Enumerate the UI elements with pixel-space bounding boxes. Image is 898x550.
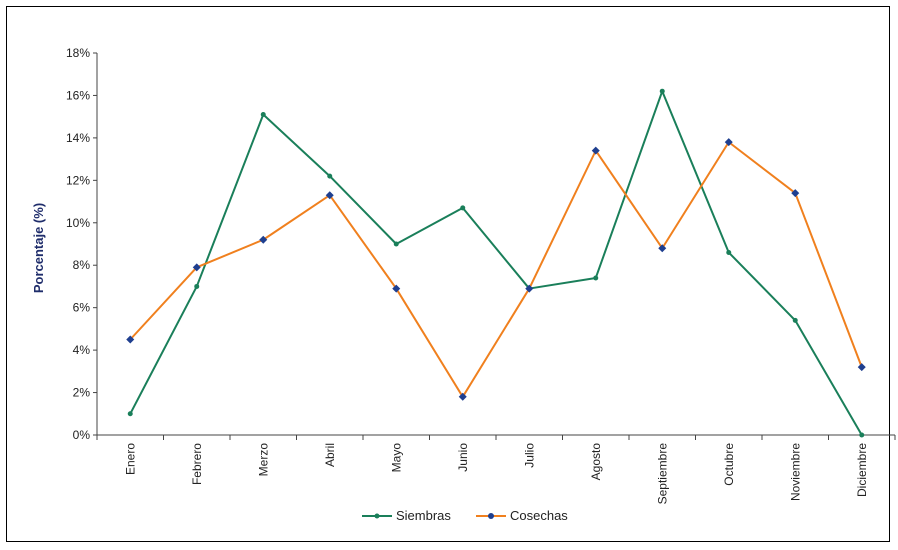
legend: Siembras Cosechas — [362, 508, 568, 523]
legend-cosechas-marker — [488, 513, 494, 519]
y-tick-label: 16% — [66, 88, 90, 102]
y-tick-labels: 0% 2% 4% 6% 8% 10% 12% 14% 16% 18% — [66, 46, 90, 442]
point-cosechas — [192, 263, 201, 272]
x-tick-label: Agosto — [589, 443, 603, 481]
series-line-cosechas — [129, 141, 863, 398]
y-tick-label: 4% — [73, 343, 91, 357]
point-siembras — [460, 205, 466, 211]
y-tick-label: 14% — [66, 131, 90, 145]
point-siembras — [792, 317, 798, 323]
x-tick-label: Febrero — [190, 443, 204, 485]
point-cosechas — [325, 191, 334, 200]
x-tick-label: Merzo — [256, 443, 270, 477]
point-cosechas — [392, 284, 401, 293]
point-siembras — [593, 275, 599, 281]
x-tick-label: Mayo — [389, 443, 403, 473]
x-tick-label: Septiembre — [655, 443, 669, 505]
point-siembras — [127, 411, 133, 417]
point-cosechas — [857, 363, 866, 372]
point-cosechas — [658, 244, 667, 253]
y-tick-label: 10% — [66, 216, 90, 230]
point-siembras — [194, 283, 200, 289]
point-cosechas — [724, 138, 733, 147]
x-tick-label: Junio — [456, 443, 470, 472]
x-tick-label: Octubre — [722, 443, 736, 486]
x-tick-label: Noviembre — [788, 443, 802, 501]
point-cosechas — [458, 392, 467, 401]
point-siembras — [327, 173, 333, 179]
legend-siembras-marker — [374, 513, 380, 519]
x-tick-labels: Enero Febrero Merzo Abril Mayo Junio Julio Agos… — [123, 443, 869, 505]
legend-siembras-label: Siembras — [396, 508, 451, 523]
y-tick-label: 8% — [73, 258, 91, 272]
point-siembras — [859, 432, 865, 438]
y-tick-label: 2% — [73, 386, 91, 400]
series-line-siembras — [129, 90, 863, 436]
axes — [93, 52, 896, 440]
y-axis-label: Porcentaje (%) — [31, 203, 46, 293]
point-cosechas — [126, 335, 135, 344]
x-tick-label: Enero — [123, 443, 137, 475]
x-tick-label: Julio — [522, 443, 536, 468]
y-tick-label: 12% — [66, 173, 90, 187]
point-cosechas — [259, 235, 268, 244]
point-siembras — [726, 249, 732, 255]
point-siembras — [260, 112, 266, 118]
point-cosechas — [525, 284, 534, 293]
y-tick-label: 6% — [73, 301, 91, 315]
series-layer — [126, 88, 866, 438]
y-tick-label: 0% — [73, 428, 91, 442]
point-siembras — [393, 241, 399, 247]
chart-frame — [6, 6, 890, 542]
legend-cosechas-label: Cosechas — [510, 508, 568, 523]
x-tick-label: Abril — [323, 443, 337, 467]
x-tick-label: Diciembre — [855, 443, 869, 497]
point-cosechas — [591, 146, 600, 155]
y-tick-label: 18% — [66, 46, 90, 60]
point-cosechas — [791, 189, 800, 198]
point-siembras — [659, 88, 665, 94]
